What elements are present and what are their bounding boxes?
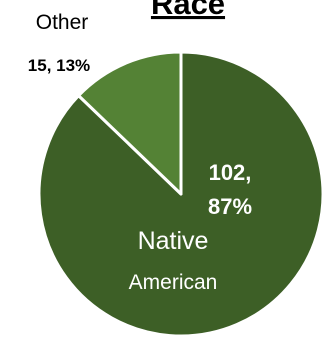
native-american-category-label-line1: Native — [138, 227, 209, 255]
native-american-data-label-percent: 87% — [208, 194, 252, 219]
other-data-label: 15, 13% — [28, 56, 90, 75]
other-category-label: Other — [36, 11, 89, 34]
pie-slices — [37, 50, 325, 338]
native-american-category-label-line2: American — [129, 271, 218, 294]
native-american-data-label-value: 102, — [209, 160, 252, 185]
pie-slice-other — [77, 50, 183, 196]
chart-title: Race — [151, 0, 225, 21]
